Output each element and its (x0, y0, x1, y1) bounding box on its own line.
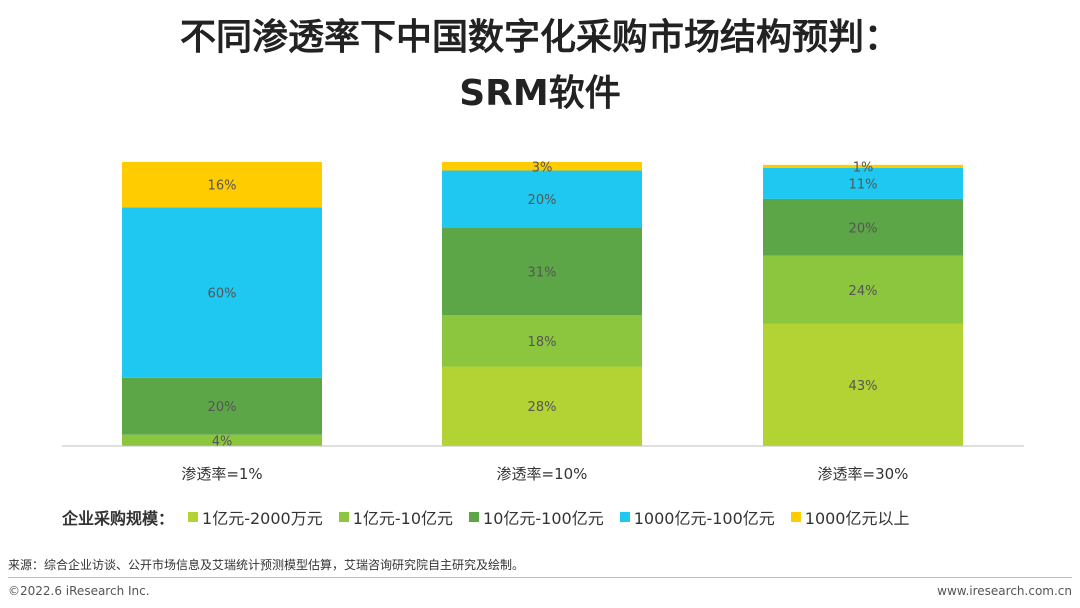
legend-item: 1000亿元-100亿元 (619, 505, 775, 529)
legend: 企业采购规模： 1亿元-2000万元 1亿元-10亿元 10亿元-100亿元 1000… (62, 506, 926, 528)
legend-item: 1亿元-2000万元 (188, 505, 323, 529)
legend-item-label: 1亿元-10亿元 (352, 509, 454, 528)
copyright: ©2022.6 iResearch Inc. (8, 584, 150, 598)
legend-item: 10亿元-100亿元 (469, 505, 604, 529)
data-label: 43% (849, 379, 878, 394)
legend-item-label: 1亿元-2000万元 (202, 509, 323, 528)
bar-segment (763, 198, 963, 256)
x-tick-label: 渗透率=30% (818, 465, 909, 483)
data-label: 20% (208, 400, 237, 415)
footer-divider (8, 577, 1072, 578)
legend-label: 企业采购规模： (62, 509, 175, 528)
legend-swatch (188, 512, 199, 522)
data-label: 20% (849, 221, 878, 236)
bar-segment (122, 377, 322, 435)
source-note: 来源：综合企业访谈、公开市场信息及艾瑞统计预测模型估算，艾瑞咨询研究院自主研究及… (8, 558, 525, 572)
x-tick-label: 渗透率=10% (497, 465, 588, 483)
data-label: 31% (528, 265, 557, 280)
x-tick-label: 渗透率=1% (181, 465, 262, 483)
chart-title-line1: 不同渗透率下中国数字化采购市场结构预判： (179, 17, 900, 58)
data-label: 20% (528, 193, 557, 208)
data-label: 3% (532, 160, 553, 175)
legend-item: 1亿元-10亿元 (338, 505, 454, 529)
chart-title-line2: SRM软件 (459, 73, 621, 114)
data-label: 11% (849, 177, 878, 192)
legend-swatch (338, 512, 349, 522)
bar-segment (763, 255, 963, 324)
bar-segment (442, 366, 642, 446)
website: www.iresearch.com.cn (937, 584, 1072, 598)
legend-item-label: 1000亿元以上 (804, 509, 910, 528)
legend-item-label: 10亿元-100亿元 (483, 509, 604, 528)
data-label: 1% (853, 160, 874, 175)
bar-segment (442, 227, 642, 316)
legend-item: 1000亿元以上 (790, 505, 910, 529)
bar-segment (122, 434, 322, 446)
stacked-bar-chart: 4% 20% 60% 16% 渗透率=1% 28% 18% 31% 20% 3% 渗透率=10% 43… (62, 160, 1024, 483)
bar-segment (442, 170, 642, 228)
data-label: 28% (528, 400, 557, 415)
data-label: 24% (849, 284, 878, 299)
bar-segment (763, 323, 963, 446)
data-label: 4% (212, 434, 233, 449)
legend-swatch (619, 512, 630, 522)
legend-item-label: 1000亿元-100亿元 (633, 509, 775, 528)
bar-segment (442, 315, 642, 367)
bar-segment (763, 164, 963, 168)
bar-segment (122, 162, 322, 208)
legend-swatch (790, 512, 801, 522)
data-label: 60% (208, 287, 237, 302)
bar-segment (442, 162, 642, 171)
bar-segment (122, 207, 322, 378)
data-label: 18% (528, 335, 557, 350)
data-label: 16% (208, 179, 237, 194)
bar-segment (763, 167, 963, 199)
legend-swatch (469, 512, 480, 522)
